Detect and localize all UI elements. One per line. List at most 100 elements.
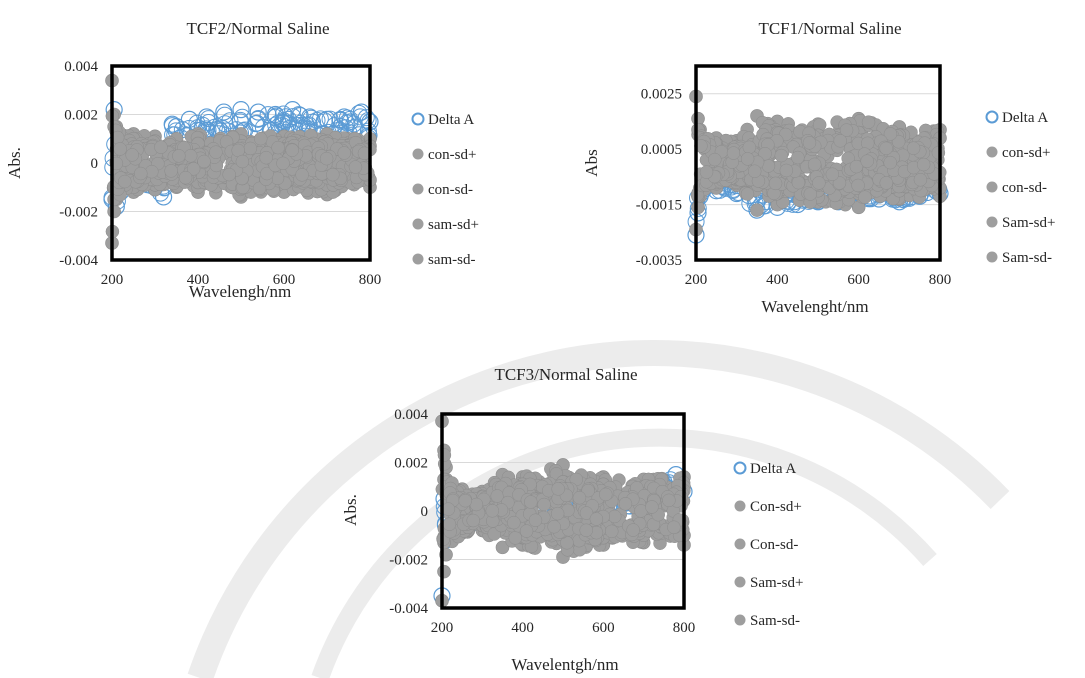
legend-marker-open-circle — [985, 110, 999, 124]
data-point — [662, 493, 676, 508]
data-point — [437, 448, 452, 462]
data-point — [259, 106, 277, 124]
data-point — [338, 109, 356, 127]
watermark-arcs — [187, 340, 1010, 678]
x-tick-label: 400 — [187, 272, 210, 288]
y-axis-label: Abs. — [341, 494, 360, 526]
data-point — [519, 524, 534, 538]
data-point — [441, 502, 456, 516]
data-point — [750, 203, 764, 217]
data-point — [579, 506, 594, 520]
data-point — [860, 154, 874, 168]
data-point — [246, 115, 264, 133]
legend-marker-filled-circle — [734, 500, 746, 512]
data-point — [883, 127, 898, 141]
data-point — [839, 123, 854, 137]
legend-marker-filled-circle — [412, 253, 424, 265]
data-point — [442, 517, 457, 531]
chart-title: TCF1/Normal Saline — [758, 19, 901, 38]
y-tick-label: 0.0025 — [641, 87, 682, 103]
legend-label: Con-sd- — [750, 537, 798, 553]
data-point — [186, 162, 201, 176]
data-point — [284, 108, 302, 126]
y-tick-label: -0.0015 — [636, 198, 682, 214]
legend-label: Sam-sd+ — [1002, 215, 1055, 231]
data-point — [913, 173, 928, 187]
data-point — [851, 178, 865, 193]
x-tick-label: 200 — [685, 272, 708, 288]
legend-label: con-sd+ — [428, 147, 476, 163]
data-point — [579, 523, 593, 538]
plot-frame — [440, 412, 686, 610]
data-point — [295, 168, 309, 182]
y-axis-label: Abs — [582, 149, 601, 176]
data-point — [125, 148, 139, 162]
y-tick-label: -0.004 — [389, 601, 428, 617]
legend-item: sam-sd- — [412, 252, 476, 268]
data-point — [524, 495, 538, 509]
data-point — [249, 109, 267, 127]
data-point — [350, 104, 368, 122]
legend-label: con-sd+ — [1002, 145, 1050, 161]
legend-item: Sam-sd- — [986, 250, 1052, 266]
data-point — [861, 115, 876, 129]
legend-label: Sam-sd- — [1002, 250, 1052, 266]
legend-marker-open-circle — [411, 112, 425, 126]
data-point — [589, 512, 604, 526]
legend-label: Delta A — [428, 112, 474, 128]
data-point — [221, 112, 239, 130]
data-point — [199, 110, 217, 128]
legend: Delta A con-sd+ con-sd- Sam-sd+ Sam-sd- — [985, 110, 1055, 266]
x-tick-label: 600 — [847, 272, 870, 288]
y-tick-label: -0.0035 — [636, 253, 682, 269]
data-point — [359, 112, 377, 130]
legend-item: Delta A — [985, 110, 1048, 126]
data-point — [437, 564, 451, 579]
data-point — [271, 140, 285, 155]
y-axis-label: Abs. — [5, 147, 24, 179]
data-point — [849, 159, 864, 174]
data-point — [466, 513, 480, 528]
y-tick-label: 0.002 — [394, 456, 428, 472]
data-point — [215, 103, 233, 121]
data-point — [508, 531, 523, 545]
plot-frame — [110, 64, 372, 262]
data-point — [916, 157, 931, 172]
data-point — [768, 176, 783, 191]
data-point — [607, 509, 622, 524]
y-tick-label: -0.002 — [389, 553, 428, 569]
data-point — [791, 175, 806, 190]
x-axis-label: Wavelenght/nm — [761, 297, 868, 316]
y-tick-label: 0.004 — [394, 407, 428, 423]
legend-marker-filled-circle — [734, 576, 746, 588]
legend-item: Delta A — [733, 461, 796, 477]
data-point — [495, 540, 510, 555]
legend-item: Con-sd- — [734, 537, 798, 553]
x-tick-label: 200 — [431, 620, 454, 636]
legend-marker-filled-circle — [412, 218, 424, 230]
legend-marker-filled-circle — [986, 216, 998, 228]
data-point — [825, 167, 840, 181]
legend-item: Sam-sd- — [734, 613, 800, 629]
data-point — [667, 520, 681, 534]
y-tick-label: 0.004 — [64, 59, 98, 75]
data-point — [572, 490, 587, 505]
data-point — [891, 135, 906, 149]
data-point — [537, 497, 551, 512]
legend-item: con-sd- — [412, 182, 473, 198]
legend: Delta A Con-sd+ Con-sd- Sam-sd+ Sam-sd- — [733, 461, 803, 629]
x-tick-label: 400 — [511, 620, 534, 636]
plot-points — [433, 414, 693, 608]
legend-item: Delta A — [411, 112, 474, 128]
legend-marker-open-circle — [733, 461, 747, 475]
data-point — [699, 165, 714, 179]
x-tick-label: 200 — [101, 272, 124, 288]
data-point — [216, 115, 234, 133]
data-point — [301, 108, 319, 126]
data-point — [883, 155, 897, 170]
data-point — [290, 106, 308, 124]
data-point — [779, 163, 794, 178]
data-point — [277, 108, 295, 126]
